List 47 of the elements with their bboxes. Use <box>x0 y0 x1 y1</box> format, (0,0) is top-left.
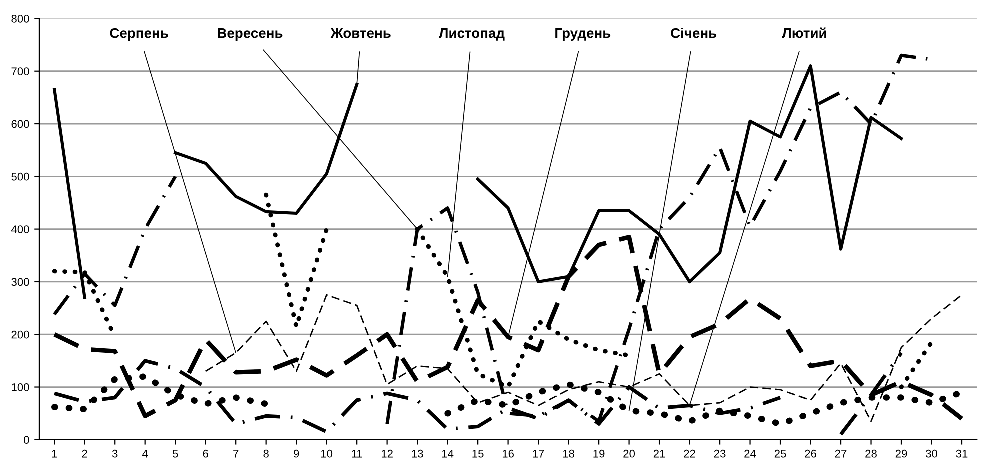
x-tick-label: 6 <box>203 450 208 458</box>
x-tick-label: 10 <box>321 450 333 458</box>
y-tick-label: 600 <box>12 120 30 128</box>
annotation: Грудень <box>556 28 611 41</box>
y-tick-label: 300 <box>12 278 30 286</box>
annotation: Жовтень <box>330 28 391 38</box>
y-tick-label: 200 <box>12 330 30 339</box>
x-tick-label: 17 <box>533 450 544 458</box>
y-tick-label: 400 <box>11 226 30 234</box>
x-tick-label: 23 <box>714 450 726 458</box>
x-tick-label: 18 <box>563 450 574 458</box>
x-tick-label: 28 <box>866 450 877 458</box>
x-tick-label: 31 <box>956 450 968 458</box>
x-tick-label: 19 <box>594 450 605 458</box>
y-tick-label: 500 <box>12 172 30 181</box>
x-tick-label: 12 <box>382 450 393 458</box>
x-tick-label: 15 <box>472 450 484 458</box>
x-tick-label: 8 <box>264 450 269 458</box>
x-tick-label: 7 <box>234 450 239 458</box>
x-tick-label: 3 <box>112 450 118 458</box>
x-tick-label: 16 <box>502 450 514 458</box>
x-tick-label: 30 <box>926 450 938 458</box>
x-tick-label: 1 <box>52 450 58 458</box>
annotation: Серпень <box>110 28 168 41</box>
x-tick-label: 26 <box>805 450 816 458</box>
x-tick-label: 29 <box>896 450 908 458</box>
y-tick-label: 800 <box>12 14 30 23</box>
y-tick-label: 700 <box>12 68 30 76</box>
x-tick-label: 14 <box>442 450 454 458</box>
annotation: Січень <box>671 28 717 38</box>
x-tick-label: 22 <box>684 450 696 458</box>
x-tick-label: 11 <box>352 450 362 458</box>
x-tick-label: 9 <box>294 450 300 458</box>
x-tick-label: 25 <box>774 450 786 458</box>
y-tick-label: 0 <box>24 436 30 444</box>
x-tick-label: 2 <box>82 450 88 458</box>
x-tick-label: 13 <box>412 450 424 458</box>
x-tick-label: 5 <box>172 450 178 458</box>
annotation: Вересень <box>218 28 283 41</box>
x-tick-label: 20 <box>624 450 636 458</box>
annotation: Листопад <box>439 28 505 41</box>
x-tick-label: 24 <box>744 450 756 458</box>
x-tick-label: 21 <box>654 450 666 458</box>
x-tick-label: 27 <box>835 450 847 458</box>
x-tick-label: 4 <box>142 450 148 458</box>
y-tick-label: 100 <box>12 384 30 392</box>
annotation: Лютий <box>782 28 826 38</box>
